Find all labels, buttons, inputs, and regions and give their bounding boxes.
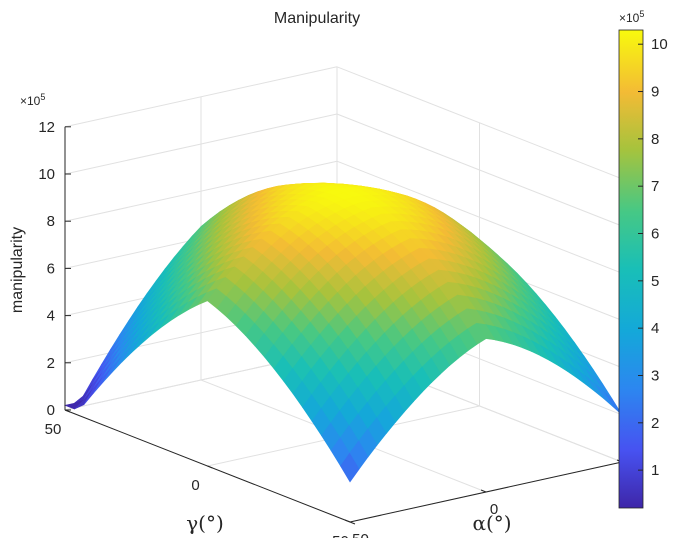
- y-tick: [207, 465, 213, 469]
- colorbar-tick-label: 2: [651, 415, 659, 432]
- z-axis-label: manipularity: [9, 227, 26, 313]
- colorbar-tick-label: 6: [651, 226, 659, 243]
- z-tick-label: 4: [47, 308, 55, 325]
- chart-title: Manipularity: [274, 10, 360, 27]
- colorbar-tick-label: 1: [651, 462, 659, 479]
- z-tick-label: 0: [47, 402, 55, 419]
- colorbar-tick-label: 9: [651, 84, 659, 101]
- surface-plot: [63, 182, 623, 483]
- y-tick-label: 50: [45, 421, 62, 438]
- colorbar-exponent: ×105: [619, 9, 644, 25]
- x-tick-label: -50: [347, 531, 369, 538]
- colorbar-tick-label: 7: [651, 178, 659, 195]
- x-tick-label: 0: [490, 501, 498, 518]
- colorbar-gradient: [618, 29, 644, 509]
- z-tick-label: 12: [38, 119, 55, 136]
- surface-patch: [340, 452, 360, 483]
- y-tick-label: 0: [191, 477, 199, 494]
- y-tick-label: -50: [327, 533, 349, 538]
- z-tick-label: 2: [47, 355, 55, 372]
- x-tick: [344, 519, 351, 523]
- y-axis-label: γ(°): [186, 511, 224, 535]
- z-tick-label: 10: [38, 166, 55, 183]
- colorbar-tick-label: 5: [651, 273, 659, 290]
- colorbar: ×105 1 2 3 4 5 6 7 8 9 10: [618, 9, 668, 509]
- x-axis-label: α(°): [472, 511, 511, 535]
- y-tick: [349, 521, 356, 525]
- colorbar-tick-label: 4: [651, 320, 659, 337]
- y-tick: [64, 409, 71, 413]
- colorbar-tick-label: 8: [651, 131, 659, 148]
- z-axis-exponent: ×105: [20, 92, 45, 108]
- x-tick: [480, 489, 487, 493]
- z-tick-label: 8: [47, 213, 55, 230]
- colorbar-tick-label: 10: [651, 36, 668, 53]
- colorbar-tick-label: 3: [651, 367, 659, 384]
- z-tick-label: 6: [47, 260, 55, 277]
